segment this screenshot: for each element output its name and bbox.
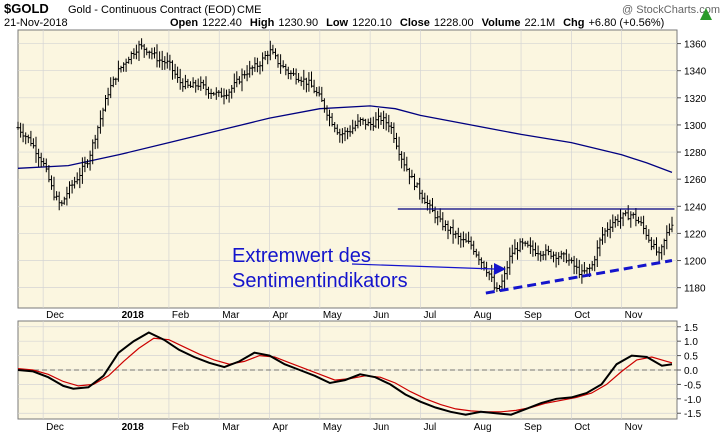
x-tick-label-lower: 2018 [122,422,145,433]
indicator-tick-label: 1.5 [684,323,698,334]
moving-average-line [17,105,673,174]
y-tick-label: 1260 [684,175,707,186]
open-label: Open [170,17,198,29]
exchange-label: CME [237,4,261,16]
x-tick-label: Dec [46,310,64,321]
annotation-arrow-head [494,263,506,275]
price-x-labels: Dec 2018 Feb Mar Apr May Jun Jul Aug Sep Oct Nov [46,310,642,321]
x-tick-label: Oct [574,310,590,321]
date-label: 21-Nov-2018 [4,17,68,29]
x-tick-label: Feb [172,310,190,321]
y-tick-label: 1180 [684,284,706,295]
x-tick-label: Nov [625,310,643,321]
high-label: High [250,17,275,29]
volume-label: Volume [482,17,521,29]
indicator-tick-label: -1.0 [684,395,702,406]
y-tick-label: 1320 [684,94,707,105]
up-triangle-icon [700,8,712,20]
x-tick-label-lower: Feb [172,422,190,433]
x-tick-label-lower: Jun [373,422,389,433]
chg-value: +6.80 (+0.56%) [589,17,665,29]
support-trendline [485,259,673,295]
chg-label: Chg [563,17,584,29]
price-axis-ticks: 1180 1200 1220 1240 1260 1280 1300 1320 1340 1360 [677,40,707,295]
x-tick-label: Mar [222,310,240,321]
x-tick-label-lower: May [323,422,342,433]
close-label: Close [400,17,430,29]
annotation-arrow-line [351,263,495,270]
indicator-tick-label: -0.5 [684,380,702,391]
x-tick-label: May [323,310,342,321]
watermark: @ StockCharts.com [622,4,720,16]
indicator-tick-label: -1.5 [684,409,702,420]
y-tick-label: 1340 [684,67,707,78]
indicator-tick-label: 0.5 [684,352,698,363]
annotation-line-2: Sentimentindikators [232,270,408,292]
x-tick-label: Sep [524,310,542,321]
indicator-x-labels: Dec 2018 Feb Mar Apr May Jun Jul Aug Sep Oct Nov [46,422,642,433]
annotation-line-1: Extremwert des [232,245,371,267]
indicator-tick-label: 1.0 [684,337,698,348]
y-tick-label: 1240 [684,202,707,213]
indicator-axis-ticks: 1.5 1.0 0.5 0.0 -0.5 -1.0 -1.5 [677,323,702,420]
x-tick-label: Jul [423,310,436,321]
instrument-name: Gold - Continuous Contract (EOD) [68,4,236,16]
y-tick-label: 1200 [684,257,707,268]
open-value: 1222.40 [202,17,242,29]
close-value: 1228.00 [434,17,474,29]
x-tick-label-lower: Sep [524,422,542,433]
indicator-tick-label: 0.0 [684,366,698,377]
x-tick-label-lower: Aug [474,422,492,433]
y-tick-label: 1280 [684,148,707,159]
x-tick-label-lower: Apr [273,422,289,433]
low-value: 1220.10 [352,17,392,29]
x-tick-label: Aug [474,310,492,321]
y-tick-label: 1220 [684,229,707,240]
x-tick-label-lower: Oct [574,422,590,433]
price-bars [16,38,674,292]
volume-value: 22.1M [525,17,556,29]
symbol-label: $GOLD [4,1,49,16]
x-tick-label: Jun [373,310,389,321]
x-tick-label: 2018 [122,310,145,321]
y-tick-label: 1360 [684,40,707,51]
price-panel [17,29,678,309]
ohlc-readout: Open 1222.40 High 1230.90 Low 1220.10 Close 122… [170,17,664,29]
macd-line [17,331,673,416]
x-tick-label-lower: Nov [625,422,643,433]
y-tick-label: 1300 [684,121,707,132]
low-label: Low [326,17,348,29]
x-tick-label-lower: Jul [423,422,436,433]
x-tick-label-lower: Dec [46,422,64,433]
x-tick-label-lower: Mar [222,422,240,433]
high-value: 1230.90 [278,17,318,29]
x-tick-label: Apr [273,310,289,321]
